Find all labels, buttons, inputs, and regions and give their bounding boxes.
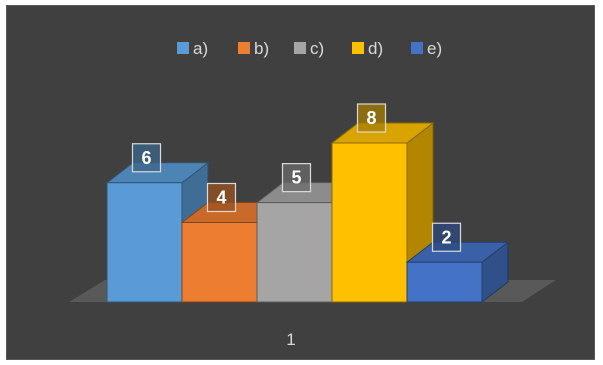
legend-label: e) [427,39,442,58]
data-label-value: 4 [216,188,226,208]
data-label-value: 5 [291,168,301,188]
data-label-value: 6 [141,148,151,168]
bar-front-face [331,142,408,303]
data-label: 2 [431,222,462,252]
legend-swatch [238,42,250,54]
bar-front-face [106,182,183,303]
legend-label: d) [368,39,383,58]
data-labels: 6 4 5 8 2 [131,103,462,252]
legend-label: b) [254,39,269,58]
data-label: 8 [356,103,387,133]
legend-swatch [352,42,364,54]
bar-front-face [181,222,258,303]
legend-swatch [411,42,423,54]
data-label-box [356,103,387,133]
legend-label: c) [310,39,324,58]
data-label-box [281,163,312,193]
data-label-value: 2 [441,227,451,247]
data-label-value: 8 [366,108,376,128]
legend-swatch [294,42,306,54]
bar-front-face [406,261,483,303]
data-label: 6 [131,143,162,173]
bar-chart-3d: a) b) c) d) e) 6 4 5 8 2 1 [69,39,556,349]
data-label: 5 [281,163,312,193]
data-label: 4 [206,182,237,213]
category-tick-label: 1 [286,330,295,349]
chart-area: a) b) c) d) e) 6 4 5 8 2 1 [6,5,595,360]
legend-swatch [177,42,189,54]
bar-series-group [105,121,510,304]
bar-front-face [256,202,333,303]
legend-label: a) [193,39,208,58]
category-axis: 1 [286,330,295,349]
data-label-box [131,143,162,173]
chart-legend: a) b) c) d) e) [177,39,442,58]
data-label-box [206,182,237,213]
data-label-box [431,222,462,252]
